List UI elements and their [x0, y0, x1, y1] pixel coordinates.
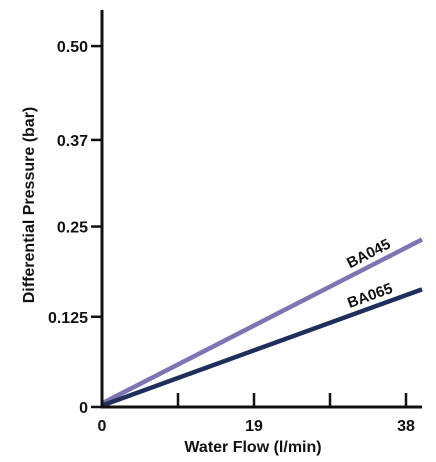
y-tick-label-0-50: 0.50 — [57, 39, 88, 56]
series-line-ba065 — [101, 287, 423, 408]
y-tick-label-0: 0 — [79, 400, 88, 417]
x-tick-label-0: 0 — [98, 418, 107, 435]
y-tick-label-0-37: 0.37 — [57, 133, 88, 150]
y-axis-label: Differential Pressure (bar) — [21, 107, 38, 304]
x-tick-label-19: 19 — [245, 418, 263, 435]
y-tick-label-0-25: 0.25 — [57, 220, 88, 237]
y-tick-label-0-125: 0.125 — [48, 310, 88, 327]
series-layer — [100, 237, 424, 408]
x-tick-label-38: 38 — [397, 418, 415, 435]
series-line-ba045 — [100, 237, 424, 406]
x-axis-label: Water Flow (l/min) — [184, 439, 321, 456]
axes-layer — [100, 10, 422, 409]
ticks-layer — [91, 44, 408, 409]
